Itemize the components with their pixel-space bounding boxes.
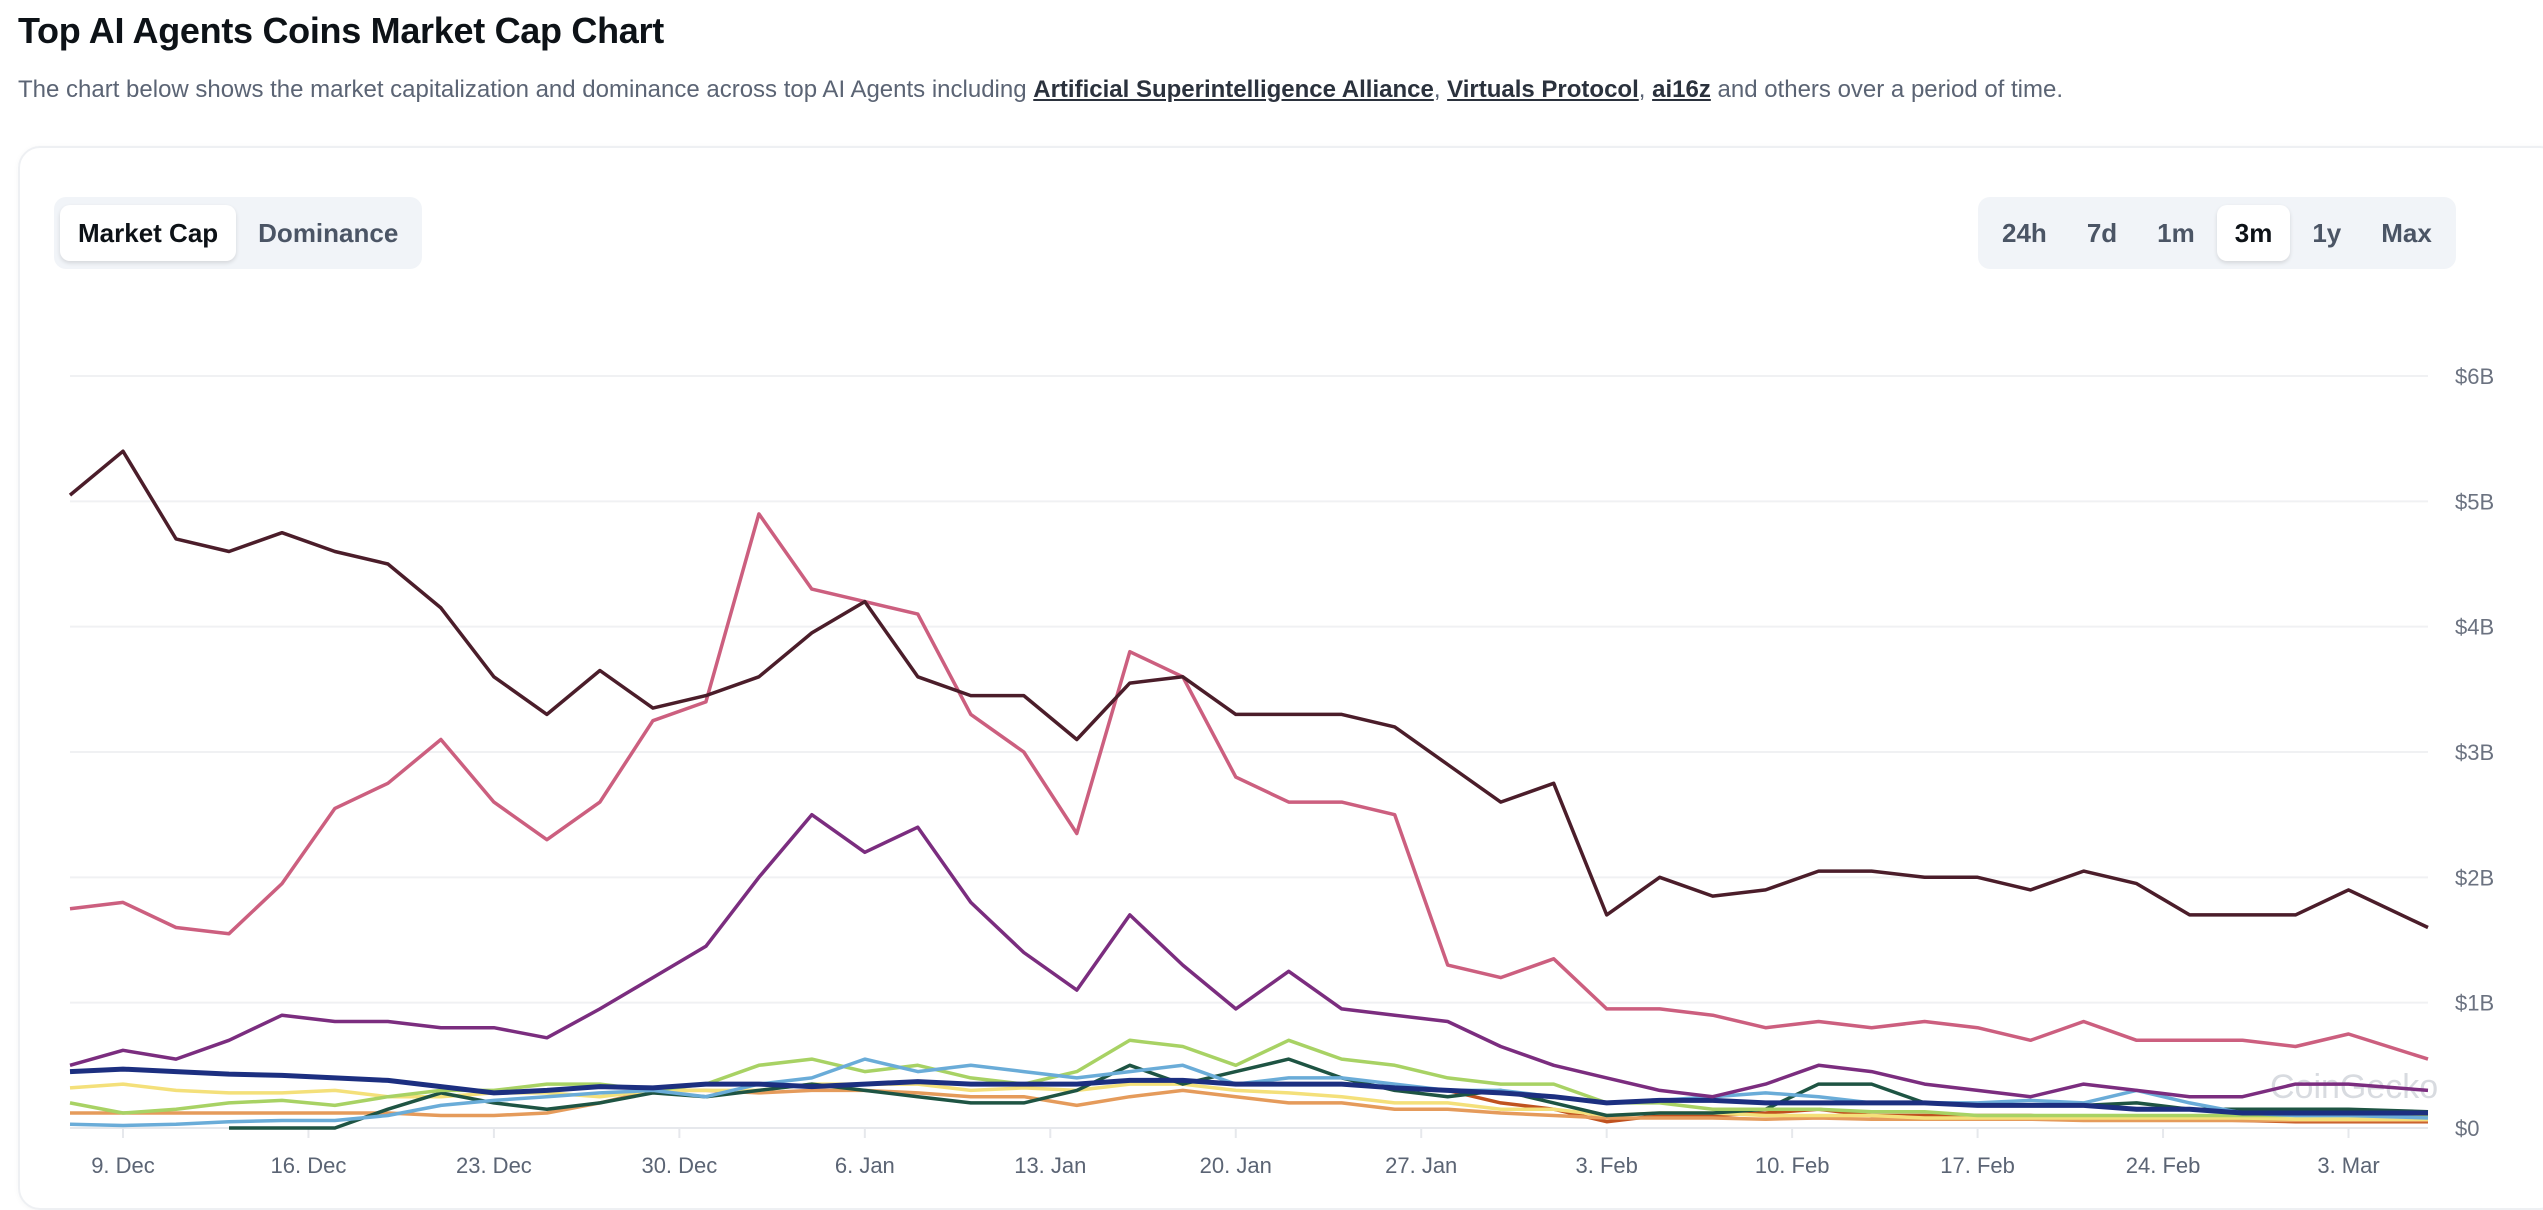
x-tick-label: 23. Dec bbox=[456, 1153, 532, 1178]
page-title: Top AI Agents Coins Market Cap Chart bbox=[18, 10, 664, 51]
x-axis: 9. Dec 16. Dec 23. Dec 30. Dec 6. Jan 13. Jan… bbox=[91, 1128, 2380, 1178]
x-tick-label: 24. Feb bbox=[2126, 1153, 2201, 1178]
x-tick-label: 3. Mar bbox=[2317, 1153, 2379, 1178]
range-24h[interactable]: 24h bbox=[2002, 217, 2047, 248]
y-tick-label: $1B bbox=[2455, 991, 2494, 1016]
description-text: The chart below shows the market capital… bbox=[18, 76, 1034, 103]
x-tick-label: 17. Feb bbox=[1940, 1153, 2015, 1178]
y-tick-label: $4B bbox=[2455, 615, 2494, 640]
y-tick-label: $0 bbox=[2455, 1116, 2479, 1141]
y-tick-label: $2B bbox=[2455, 865, 2494, 890]
series-line-4[interactable] bbox=[69, 1066, 2428, 1116]
y-axis: $0 $1B $2B $3B $4B $5B $6B bbox=[2455, 364, 2494, 1141]
x-tick-label: 13. Jan bbox=[1014, 1153, 1086, 1178]
gridlines bbox=[70, 375, 2428, 1129]
tab-market-cap[interactable]: Market Cap bbox=[60, 205, 237, 261]
x-tick-label: 30. Dec bbox=[641, 1153, 717, 1178]
y-tick-label: $3B bbox=[2455, 740, 2494, 765]
x-tick-label: 10. Feb bbox=[1755, 1153, 1830, 1178]
market-cap-chart[interactable]: 9. Dec 16. Dec 23. Dec 30. Dec 6. Jan 13. Jan… bbox=[0, 0, 2543, 1185]
series-line-2[interactable] bbox=[69, 512, 2429, 1061]
x-tick-label: 16. Dec bbox=[271, 1153, 347, 1178]
y-tick-label: $6B bbox=[2455, 364, 2494, 389]
tab-dominance[interactable]: Dominance bbox=[258, 217, 399, 248]
page-description: The chart below shows the market capital… bbox=[18, 76, 2064, 103]
description-text-end: and others over a period of time. bbox=[1710, 76, 2064, 103]
x-tick-label: 6. Jan bbox=[835, 1153, 895, 1178]
range-1y[interactable]: 1y bbox=[2312, 217, 2342, 248]
series-lines bbox=[68, 449, 2429, 1130]
link-ai16z[interactable]: ai16z bbox=[1652, 76, 1711, 103]
link-virtuals-protocol[interactable]: Virtuals Protocol bbox=[1447, 76, 1639, 103]
coingecko-watermark: CoinGecko bbox=[2270, 1068, 2438, 1106]
range-1m[interactable]: 1m bbox=[2157, 217, 2195, 248]
range-7d[interactable]: 7d bbox=[2086, 217, 2118, 248]
view-toggle: Market Cap Dominance bbox=[54, 197, 423, 269]
x-tick-label: 20. Jan bbox=[1200, 1153, 1272, 1178]
x-tick-label: 3. Feb bbox=[1575, 1153, 1637, 1178]
time-range-toggle: 24h 7d 1m 3m 1y Max bbox=[1978, 197, 2456, 269]
range-3m[interactable]: 3m bbox=[2216, 205, 2291, 261]
link-artificial-superintelligence-alliance[interactable]: Artificial Superintelligence Alliance bbox=[1033, 76, 1434, 103]
range-max[interactable]: Max bbox=[2381, 217, 2432, 248]
series-line-1[interactable] bbox=[68, 449, 2429, 930]
y-tick-label: $5B bbox=[2455, 489, 2494, 514]
series-line-3[interactable] bbox=[69, 812, 2429, 1099]
x-tick-label: 27. Jan bbox=[1385, 1153, 1457, 1178]
x-tick-label: 9. Dec bbox=[91, 1153, 155, 1178]
